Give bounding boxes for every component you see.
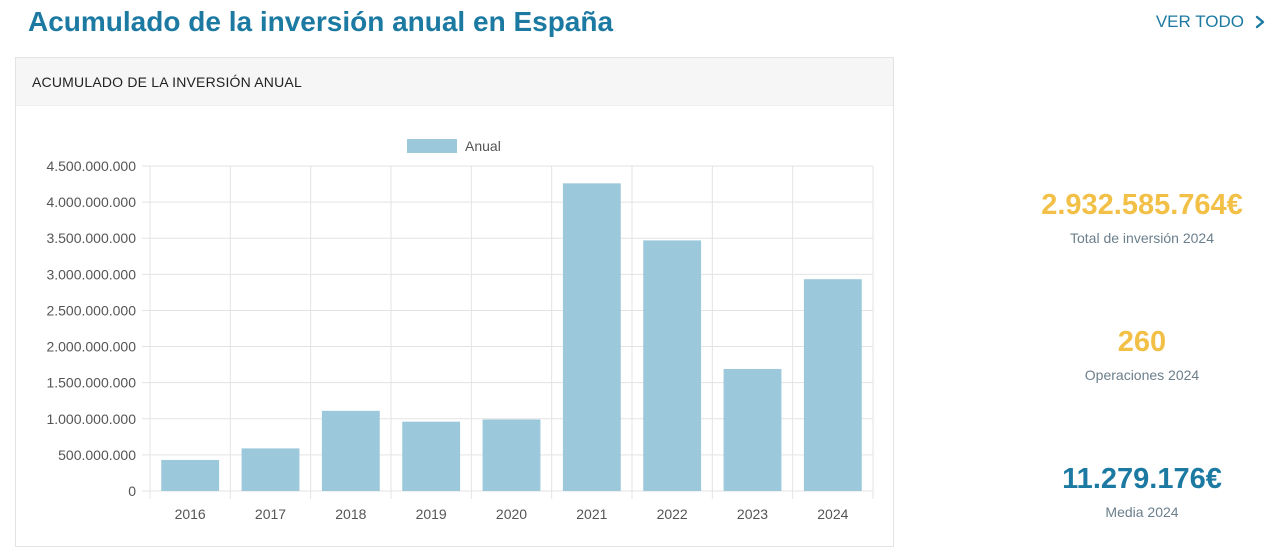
x-tick-label: 2024 [817, 506, 848, 522]
y-tick-label: 1.500.000.000 [46, 375, 136, 391]
y-tick-label: 3.000.000.000 [46, 266, 136, 282]
x-tick-label: 2022 [657, 506, 688, 522]
x-tick-label: 2017 [255, 506, 286, 522]
kpi-operations-label: Operaciones 2024 [1084, 367, 1200, 383]
bar-2023 [723, 368, 782, 491]
bar-2021 [562, 183, 621, 491]
bar-2018 [321, 410, 380, 491]
bar-2020 [482, 419, 541, 491]
y-tick-label: 500.000.000 [58, 447, 136, 463]
legend-swatch [407, 139, 457, 153]
x-tick-label: 2016 [175, 506, 206, 522]
y-tick-label: 4.500.000.000 [46, 158, 136, 174]
card-header: ACUMULADO DE LA INVERSIÓN ANUAL [16, 58, 893, 106]
y-tick-label: 3.500.000.000 [46, 230, 136, 246]
y-tick-label: 4.000.000.000 [46, 194, 136, 210]
kpi-operations-value: 260 [1117, 326, 1167, 358]
kpi-total-investment: 2.932.585.764€ Total de inversión 2024 [1006, 189, 1278, 247]
kpi-operations: 260 Operaciones 2024 [1006, 326, 1278, 384]
chevron-right-icon [1255, 15, 1265, 29]
y-tick-label: 2.500.000.000 [46, 302, 136, 318]
x-tick-label: 2019 [416, 506, 447, 522]
x-tick-label: 2020 [496, 506, 527, 522]
chart-card: ACUMULADO DE LA INVERSIÓN ANUAL 0 500.000… [15, 57, 894, 547]
see-all-link[interactable]: VER TODO [1156, 12, 1266, 32]
bar-2024 [803, 279, 862, 491]
kpi-total-investment-value: 2.932.585.764€ [1041, 189, 1243, 221]
kpi-average-label: Media 2024 [1105, 504, 1179, 520]
y-tick-label: 0 [128, 483, 136, 499]
page-title: Acumulado de la inversión anual en Españ… [28, 6, 614, 37]
see-all-label: VER TODO [1155, 12, 1244, 31]
x-tick-label: 2021 [576, 506, 607, 522]
kpi-total-investment-label: Total de inversión 2024 [1070, 230, 1214, 246]
kpi-average-value: 11.279.176€ [1062, 463, 1222, 495]
card-title: ACUMULADO DE LA INVERSIÓN ANUAL [32, 73, 302, 90]
legend-label: Anual [465, 138, 501, 154]
x-tick-label: 2018 [335, 506, 366, 522]
bar-2017 [241, 448, 300, 491]
bar-2022 [643, 240, 702, 491]
kpi-average: 11.279.176€ Media 2024 [1006, 463, 1278, 521]
bar-2019 [402, 421, 461, 491]
x-tick-label: 2023 [737, 506, 768, 522]
bar-chart: 0 500.000.000 1.000.000.000 1.500.000.000 2.… [46, 138, 874, 522]
bar-2016 [161, 459, 220, 491]
y-tick-label: 2.000.000.000 [46, 339, 136, 355]
y-tick-label: 1.000.000.000 [46, 411, 136, 427]
